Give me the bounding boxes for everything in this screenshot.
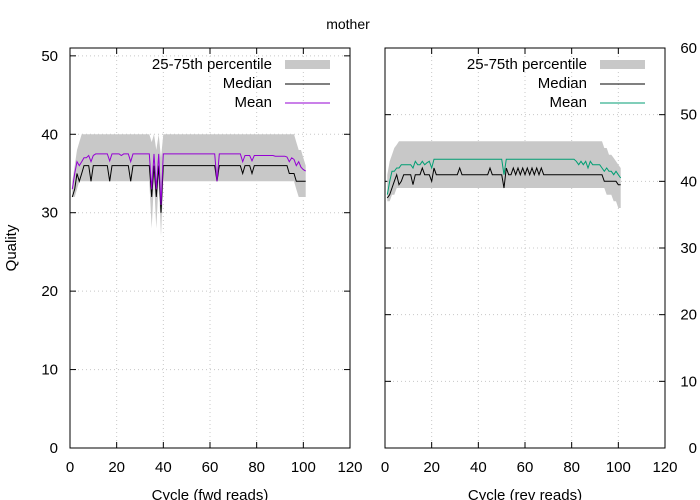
legend-label: Mean: [234, 94, 272, 111]
x-tick-label: 20: [108, 459, 125, 476]
y-tick-label: 50: [680, 107, 697, 124]
y-tick-label: 0: [689, 440, 697, 457]
legend-label: Mean: [549, 94, 587, 111]
y-tick-label: 20: [680, 307, 697, 324]
legend-swatch-band: [600, 60, 645, 69]
x-axis-label: Cycle (fwd reads): [152, 487, 269, 500]
median-line: [386, 166, 621, 199]
y-tick-label: 60: [680, 40, 697, 57]
x-tick-label: 100: [606, 459, 631, 476]
y-tick-label: 40: [41, 126, 58, 143]
percentile-band: [72, 134, 306, 237]
y-tick-label: 10: [41, 362, 58, 379]
y-tick-label: 10: [680, 373, 697, 390]
mean-line: [386, 158, 622, 195]
y-tick-label: 40: [680, 173, 697, 190]
mean-line: [71, 153, 306, 205]
x-tick-label: 80: [248, 459, 265, 476]
x-tick-label: 120: [337, 459, 362, 476]
x-axis-label: Cycle (rev reads): [468, 487, 582, 500]
plot-frame: [384, 47, 666, 449]
x-tick-label: 40: [155, 459, 172, 476]
y-tick-label: 30: [41, 205, 58, 222]
y-tick-label: 0: [50, 440, 58, 457]
x-tick-label: 80: [563, 459, 580, 476]
panel-fwd-reads: 0 20 40 60 80 100 120 0 10 20 30 40 50 Cycle (fwd rea…: [3, 47, 363, 500]
x-tick-label: 0: [381, 459, 389, 476]
x-tick-label: 20: [423, 459, 440, 476]
y-tick-label: 30: [680, 240, 697, 257]
y-tick-label: 20: [41, 283, 58, 300]
x-tick-label: 0: [66, 459, 74, 476]
legend-label: Median: [223, 75, 272, 92]
median-line: [71, 165, 306, 213]
x-tick-label: 60: [202, 459, 219, 476]
legend-label: 25-75th percentile: [152, 56, 272, 73]
plot-frame: [69, 47, 351, 449]
x-tick-label: 40: [470, 459, 487, 476]
legend-label: 25-75th percentile: [467, 56, 587, 73]
x-tick-label: 120: [652, 459, 677, 476]
x-tick-label: 60: [517, 459, 534, 476]
legend-label: Median: [538, 75, 587, 92]
panel-rev-reads: 0 20 40 60 80 100 120 0 10 20 30 40 50 60 Cycle (rev r…: [381, 40, 697, 500]
legend-swatch-band: [285, 60, 330, 69]
y-axis-label: Quality: [3, 224, 20, 271]
x-tick-label: 100: [291, 459, 316, 476]
chart-title: mother: [326, 16, 370, 32]
y-tick-label: 50: [41, 48, 58, 65]
